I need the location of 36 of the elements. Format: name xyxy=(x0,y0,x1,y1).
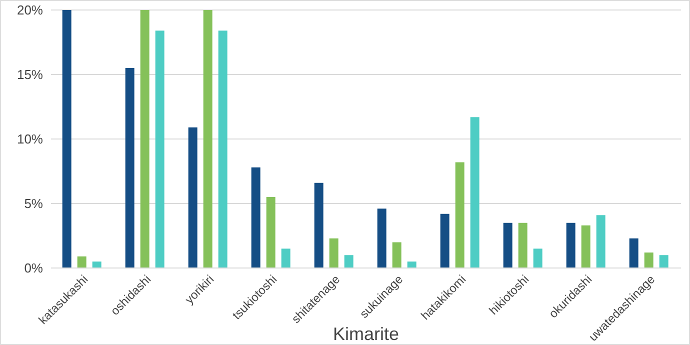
bar xyxy=(503,222,512,268)
bar xyxy=(314,182,324,268)
bar xyxy=(455,162,464,268)
bar xyxy=(659,255,668,268)
y-tick-label: 5% xyxy=(24,196,44,212)
bar xyxy=(155,30,164,268)
bar xyxy=(251,167,260,268)
bar xyxy=(125,68,134,268)
bar xyxy=(440,214,450,268)
bar xyxy=(533,248,542,268)
bar xyxy=(218,30,228,268)
bar xyxy=(581,225,590,268)
bar xyxy=(62,10,72,268)
bar xyxy=(407,262,416,268)
bar xyxy=(566,222,576,268)
y-tick-label: 15% xyxy=(16,67,44,82)
y-tick-label: 20% xyxy=(16,2,44,18)
bar xyxy=(629,238,638,268)
y-tick-label: 10% xyxy=(16,132,44,147)
bar xyxy=(518,222,528,268)
bar xyxy=(392,242,402,268)
bar xyxy=(644,252,654,268)
bar xyxy=(77,256,86,268)
bar xyxy=(188,127,198,268)
x-axis-title: Kimarite xyxy=(332,324,400,344)
bar xyxy=(596,215,606,268)
bar xyxy=(329,238,338,268)
bar xyxy=(140,10,150,268)
y-tick-label: 0% xyxy=(24,260,44,276)
bar xyxy=(266,197,276,268)
bar xyxy=(281,248,290,268)
bar xyxy=(203,10,212,268)
bar xyxy=(377,208,386,268)
bar xyxy=(470,117,480,268)
bar xyxy=(92,262,102,268)
bar xyxy=(344,255,354,268)
